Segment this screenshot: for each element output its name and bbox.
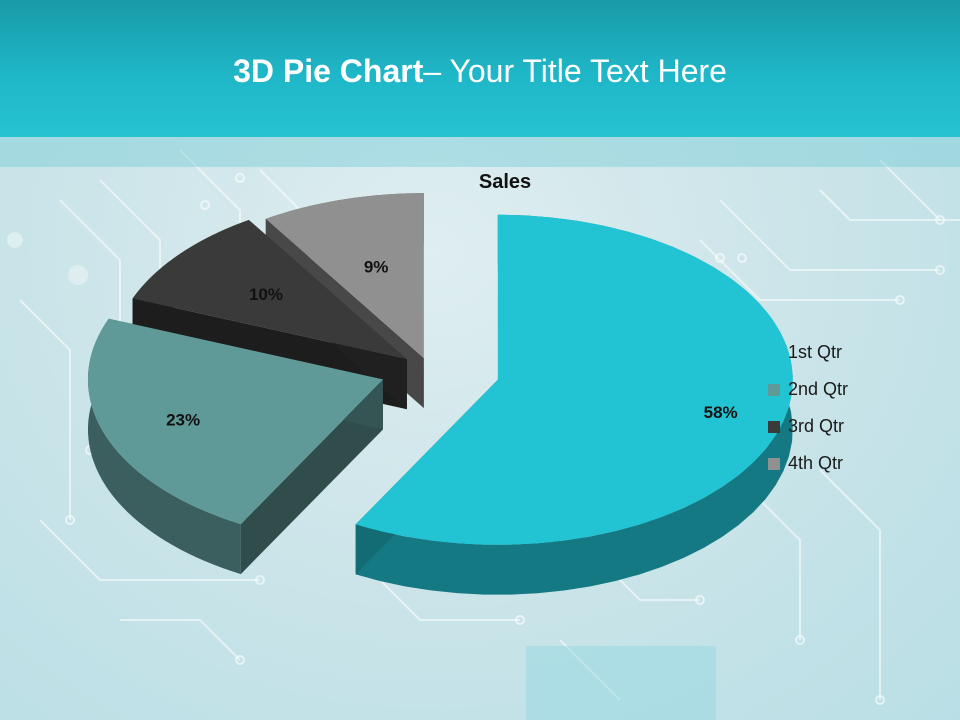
legend-label-4: 4th Qtr — [788, 453, 844, 473]
legend-item-3: 3rd Qtr — [768, 408, 848, 445]
legend-label-1: 1st Qtr — [788, 342, 843, 362]
pie-slice-2 — [87, 318, 383, 525]
title-bar: 3D Pie Chart– Your Title Text Here — [0, 0, 960, 137]
data-label-2: 23% — [166, 411, 200, 430]
decorative-panel — [526, 646, 716, 720]
slide-title-bold: 3D Pie Chart — [233, 53, 424, 89]
legend-swatch-4 — [768, 457, 780, 470]
legend-item-1: 1st Qtr — [768, 334, 848, 371]
legend-label-2: 2nd Qtr — [788, 379, 849, 399]
legend-swatch-2 — [768, 383, 780, 396]
data-label-4: 9% — [364, 257, 389, 276]
pie-slice-4 — [265, 193, 424, 359]
pie-slice-1-side — [355, 214, 793, 595]
pie-slice-1-group — [355, 214, 793, 595]
legend-item-4: 4th Qtr — [768, 445, 848, 482]
data-label-3: 10% — [249, 285, 283, 304]
pie-slice-2-cut-start — [240, 379, 383, 575]
pie-slice-1 — [355, 214, 793, 545]
legend-item-2: 2nd Qtr — [768, 371, 848, 408]
legend-swatch-3 — [768, 420, 780, 433]
legend-swatch-1 — [768, 346, 780, 359]
chart-title: Sales — [479, 171, 531, 193]
slide-title: 3D Pie Chart– Your Title Text Here — [0, 52, 960, 90]
pie-slice-2-side — [87, 318, 241, 575]
pie-slice-3 — [132, 219, 407, 360]
pie-slice-2-group — [87, 318, 383, 575]
legend-label-3: 3rd Qtr — [788, 416, 845, 436]
slide-title-rest: – Your Title Text Here — [423, 53, 727, 89]
header-band — [0, 137, 960, 167]
data-label-1: 58% — [704, 403, 738, 422]
chart-legend: 1st Qtr 2nd Qtr 3rd Qtr 4th Qtr — [768, 334, 848, 482]
